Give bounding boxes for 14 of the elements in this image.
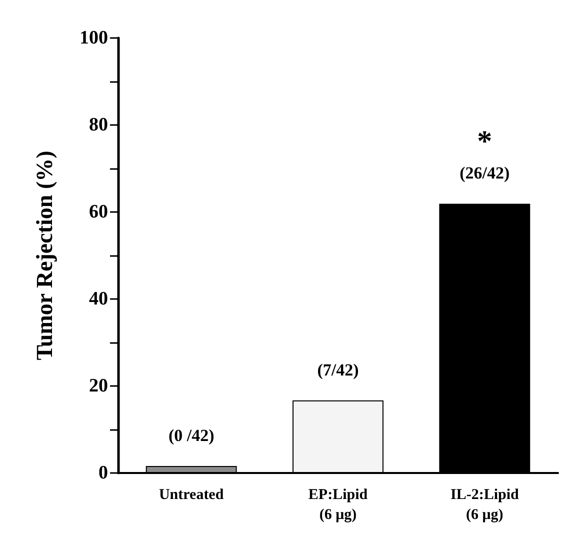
data-label: (7/42) <box>317 360 359 380</box>
x-tick-label: Untreated <box>158 487 224 503</box>
y-tick-label: 60 <box>89 202 108 222</box>
y-tick-label: 20 <box>89 376 108 396</box>
x-tick-label: EP:Lipid (6 μg) <box>308 487 368 523</box>
y-tick-label: 100 <box>80 28 108 48</box>
x-tick-label: IL-2:Lipid (6 μg) <box>450 487 520 523</box>
y-tick-label: 80 <box>89 114 108 136</box>
y-tick-label: 0 <box>98 462 108 484</box>
annotation: * <box>477 125 492 158</box>
y-tick-label: 40 <box>89 288 108 310</box>
data-label: (0 /42) <box>168 426 214 446</box>
y-axis-title: Tumor Rejection (%) <box>32 150 57 360</box>
data-label: (26/42) <box>460 164 510 183</box>
